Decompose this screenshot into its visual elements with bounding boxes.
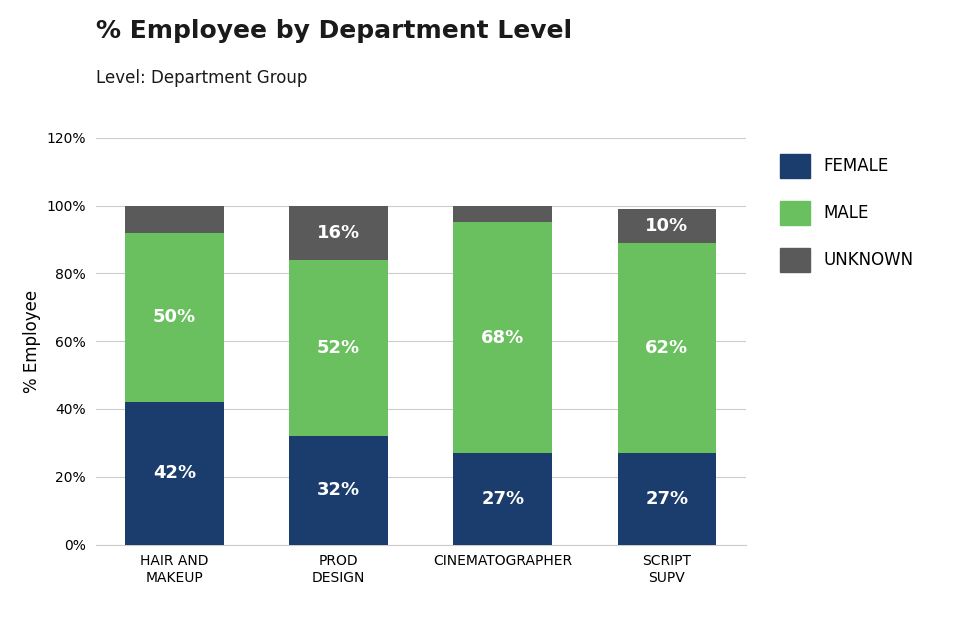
Text: 50%: 50% bbox=[153, 309, 196, 326]
Bar bbox=[290, 205, 388, 260]
Text: 52%: 52% bbox=[317, 339, 360, 357]
Text: 27%: 27% bbox=[481, 490, 524, 508]
Text: 16%: 16% bbox=[317, 223, 360, 242]
Y-axis label: % Employee: % Employee bbox=[23, 290, 41, 393]
Bar bbox=[290, 436, 388, 545]
Text: 32%: 32% bbox=[317, 481, 360, 500]
Text: 27%: 27% bbox=[645, 490, 688, 508]
Legend: FEMALE, MALE, UNKNOWN: FEMALE, MALE, UNKNOWN bbox=[780, 154, 914, 272]
Text: % Employee by Department Level: % Employee by Department Level bbox=[96, 19, 572, 43]
Bar bbox=[618, 453, 716, 545]
Text: 62%: 62% bbox=[645, 339, 688, 357]
Bar bbox=[290, 260, 388, 436]
Bar bbox=[125, 233, 224, 403]
Bar bbox=[453, 453, 552, 545]
Text: 10%: 10% bbox=[645, 217, 688, 235]
Text: 68%: 68% bbox=[481, 329, 524, 347]
Bar bbox=[618, 209, 716, 243]
Bar bbox=[125, 205, 224, 233]
Bar bbox=[453, 205, 552, 222]
Text: Level: Department Group: Level: Department Group bbox=[96, 69, 307, 87]
Bar bbox=[618, 243, 716, 453]
Text: 42%: 42% bbox=[153, 464, 196, 483]
Bar bbox=[125, 403, 224, 545]
Bar bbox=[453, 222, 552, 453]
